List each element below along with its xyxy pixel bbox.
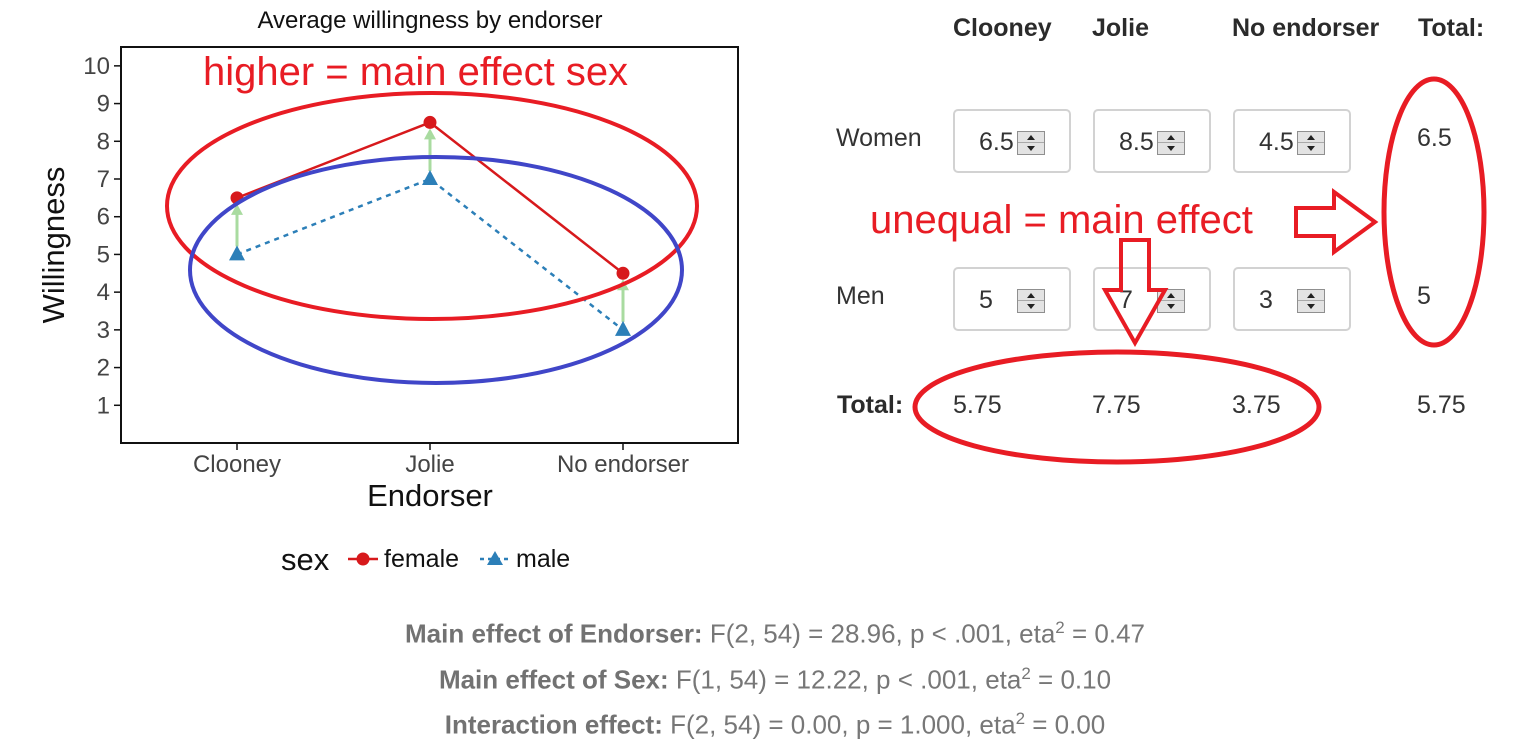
col-header-clooney: Clooney xyxy=(953,14,1052,42)
point-female xyxy=(423,115,437,129)
men-jolie-input[interactable]: 7 xyxy=(1093,267,1211,331)
grand-total: 5.75 xyxy=(1417,391,1466,419)
point-male xyxy=(229,245,245,261)
total-jolie: 7.75 xyxy=(1092,391,1141,419)
difference-arrowhead xyxy=(231,203,243,215)
spinner[interactable] xyxy=(1157,289,1185,313)
anova-results: Main effect of Endorser: F(2, 54) = 28.9… xyxy=(0,608,1525,745)
input-value: 6.5 xyxy=(979,128,1014,156)
total-no-endorser: 3.75 xyxy=(1232,391,1281,419)
y-tick-label: 5 xyxy=(97,241,110,268)
spinner[interactable] xyxy=(1017,131,1045,155)
decrement-icon[interactable] xyxy=(1298,301,1324,312)
stat-tail: = 0.47 xyxy=(1064,618,1145,649)
decrement-icon[interactable] xyxy=(1298,143,1324,154)
increment-icon[interactable] xyxy=(1018,132,1044,143)
legend-female-marker xyxy=(356,552,370,566)
col-header-no-endorser: No endorser xyxy=(1232,14,1380,42)
series-line-male xyxy=(236,177,624,331)
women-total: 6.5 xyxy=(1417,124,1452,152)
x-axis-label: Endorser xyxy=(367,478,493,513)
stat-text: F(2, 54) = 28.96, p < .001, eta xyxy=(709,618,1056,649)
y-axis-label: Willingness xyxy=(36,167,71,324)
difference-arrowhead xyxy=(617,279,629,291)
stat-text: F(2, 54) = 0.00, p = 1.000, eta xyxy=(670,709,1016,740)
row-totals-ellipse xyxy=(1381,76,1487,348)
increment-icon[interactable] xyxy=(1298,132,1324,143)
stat-sex: Main effect of Sex: F(1, 54) = 12.22, p … xyxy=(0,654,1525,700)
y-tick-label: 8 xyxy=(97,128,110,155)
x-tick-label: Clooney xyxy=(193,451,281,478)
decrement-icon[interactable] xyxy=(1158,301,1184,312)
input-value: 5 xyxy=(979,286,993,314)
stat-label: Main effect of Sex: xyxy=(438,664,669,695)
stat-tail: = 0.00 xyxy=(1025,709,1106,740)
spinner[interactable] xyxy=(1297,289,1325,313)
annotation-higher: higher = main effect sex xyxy=(203,50,629,94)
legend: sex female male xyxy=(281,542,570,577)
plot-panel xyxy=(120,46,739,444)
y-axis: 1 2 3 4 5 6 7 8 9 10 xyxy=(83,53,121,419)
col-header-jolie: Jolie xyxy=(1092,14,1149,42)
decrement-icon[interactable] xyxy=(1018,143,1044,154)
chart-title: Average willingness by endorser xyxy=(257,7,602,34)
increment-icon[interactable] xyxy=(1298,290,1324,301)
spinner[interactable] xyxy=(1297,131,1325,155)
men-total: 5 xyxy=(1417,282,1431,310)
y-tick-label: 7 xyxy=(97,166,110,193)
men-clooney-input[interactable]: 5 xyxy=(953,267,1071,331)
input-value: 8.5 xyxy=(1119,128,1154,156)
y-tick-label: 1 xyxy=(97,392,110,419)
increment-icon[interactable] xyxy=(1158,132,1184,143)
x-tick-label: Jolie xyxy=(405,451,454,478)
input-value: 3 xyxy=(1259,286,1273,314)
arrow-right-icon xyxy=(1294,188,1379,256)
stat-sup: 2 xyxy=(1015,709,1026,729)
difference-arrows xyxy=(231,128,629,322)
row-label-men: Men xyxy=(836,282,885,310)
annotation-unequal: unequal = main effect xyxy=(870,198,1253,242)
y-tick-label: 3 xyxy=(97,317,110,344)
stat-sup: 2 xyxy=(1021,663,1031,683)
y-tick-label: 9 xyxy=(97,91,110,118)
spinner[interactable] xyxy=(1017,289,1045,313)
point-female xyxy=(230,191,244,205)
stat-label: Main effect of Endorser: xyxy=(405,618,703,649)
legend-male-marker xyxy=(487,551,503,565)
decrement-icon[interactable] xyxy=(1158,143,1184,154)
legend-female-label: female xyxy=(384,545,459,573)
point-male xyxy=(422,170,438,185)
legend-title: sex xyxy=(281,542,330,577)
x-tick-label: No endorser xyxy=(557,451,689,478)
row-label-total: Total: xyxy=(837,391,904,419)
legend-male-label: male xyxy=(516,545,570,573)
point-female xyxy=(616,266,630,280)
stat-sup: 2 xyxy=(1055,618,1065,637)
women-jolie-input[interactable]: 8.5 xyxy=(1093,109,1211,173)
row-label-women: Women xyxy=(836,124,922,152)
point-male xyxy=(615,320,631,336)
women-no-endorser-input[interactable]: 4.5 xyxy=(1233,109,1351,173)
y-tick-label: 6 xyxy=(97,204,110,231)
stat-endorser: Main effect of Endorser: F(2, 54) = 28.9… xyxy=(0,608,1525,654)
increment-icon[interactable] xyxy=(1158,290,1184,301)
women-clooney-input[interactable]: 6.5 xyxy=(953,109,1071,173)
y-tick-label: 2 xyxy=(97,355,110,382)
y-tick-label: 4 xyxy=(97,279,110,306)
col-header-total: Total: xyxy=(1418,14,1485,42)
increment-icon[interactable] xyxy=(1018,290,1044,301)
spinner[interactable] xyxy=(1157,131,1185,155)
input-value: 4.5 xyxy=(1259,128,1294,156)
stat-interaction: Interaction effect: F(2, 54) = 0.00, p =… xyxy=(0,699,1525,745)
men-no-endorser-input[interactable]: 3 xyxy=(1233,267,1351,331)
stat-tail: = 0.10 xyxy=(1030,664,1112,695)
y-tick-label: 10 xyxy=(83,53,110,80)
difference-arrowhead xyxy=(424,128,436,140)
decrement-icon[interactable] xyxy=(1018,301,1044,312)
x-axis: Clooney Jolie No endorser xyxy=(193,443,689,478)
total-clooney: 5.75 xyxy=(953,391,1002,419)
input-value: 7 xyxy=(1119,286,1133,314)
stat-label: Interaction effect: xyxy=(444,709,663,740)
stat-text: F(1, 54) = 12.22, p < .001, eta xyxy=(675,664,1022,695)
